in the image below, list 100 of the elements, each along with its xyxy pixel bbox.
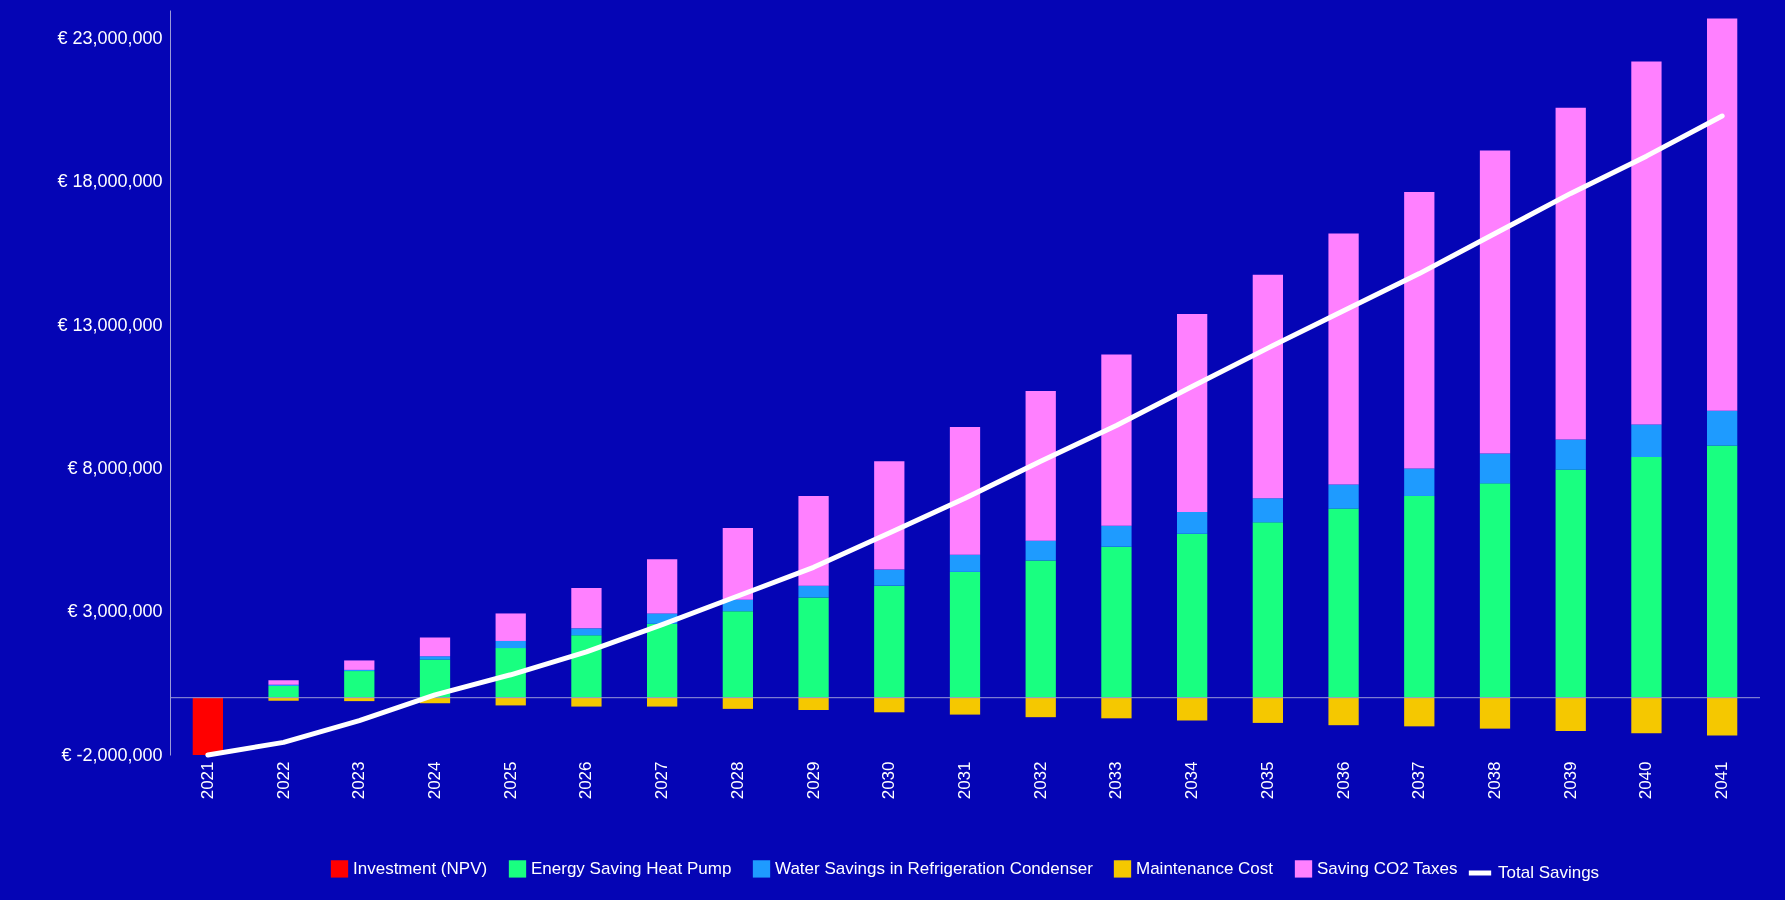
bar [1252, 522, 1283, 698]
bar [1177, 512, 1208, 534]
bar [798, 585, 829, 598]
x-tick-label: 2041 [1712, 761, 1732, 800]
bar [1252, 697, 1283, 723]
bar [1101, 354, 1132, 526]
bar [1555, 107, 1586, 440]
x-tick-label: 2025 [500, 761, 520, 800]
bar [949, 554, 981, 572]
bar [1328, 233, 1359, 485]
bar [1025, 391, 1056, 541]
bar [874, 697, 905, 713]
y-tick-label: € 3,000,000 [67, 601, 163, 622]
x-tick-label: 2030 [879, 761, 899, 800]
bar [1177, 697, 1208, 721]
bar [798, 697, 829, 711]
x-tick-label: 2021 [197, 761, 217, 800]
y-tick-label: € 13,000,000 [57, 314, 163, 335]
x-tick-label: 2035 [1257, 761, 1277, 800]
x-tick-label: 2040 [1636, 761, 1656, 800]
x-tick-label: 2033 [1106, 761, 1126, 800]
bar [722, 611, 753, 698]
bar [1479, 697, 1511, 729]
y-tick-label: € 18,000,000 [57, 171, 163, 192]
x-tick-label: 2022 [273, 761, 293, 800]
bar [1025, 560, 1056, 698]
bar [1631, 697, 1662, 734]
legend-label: Energy Saving Heat Pump [531, 858, 732, 878]
x-tick-label: 2034 [1182, 761, 1202, 800]
x-tick-label: 2029 [803, 761, 823, 800]
bar [1177, 314, 1208, 513]
bar [949, 697, 981, 715]
bar [495, 640, 526, 649]
bar [1707, 18, 1738, 411]
bar [647, 559, 678, 614]
bar [874, 461, 905, 570]
bar [268, 685, 299, 698]
bar [1252, 274, 1283, 499]
bar [1404, 191, 1435, 469]
bar [1631, 61, 1662, 425]
bar [1707, 410, 1738, 446]
legend-label: Saving CO2 Taxes [1317, 858, 1458, 878]
bar [1555, 697, 1586, 731]
x-tick-label: 2028 [727, 761, 747, 800]
y-tick-label: € -2,000,000 [61, 744, 163, 765]
bar [647, 623, 678, 698]
bar [571, 628, 602, 636]
bar [647, 697, 678, 707]
x-tick-label: 2026 [576, 761, 596, 800]
legend-label: Maintenance Cost [1136, 858, 1274, 878]
bar [949, 426, 981, 555]
bar [1631, 424, 1662, 457]
bar [344, 660, 375, 670]
bar [268, 680, 299, 685]
bar [1328, 484, 1359, 509]
y-tick-label: € 23,000,000 [57, 28, 163, 49]
legend-label: Water Savings in Refrigeration Condenser [775, 858, 1094, 878]
bar [722, 528, 753, 600]
bar [571, 635, 602, 698]
x-tick-label: 2039 [1560, 761, 1580, 800]
x-tick-label: 2023 [349, 761, 369, 800]
bar [798, 597, 829, 698]
x-tick-label: 2036 [1333, 761, 1353, 800]
bar [1555, 469, 1586, 698]
bar [1404, 468, 1435, 496]
x-tick-label: 2038 [1485, 761, 1504, 800]
bar [1328, 508, 1359, 698]
bar [722, 697, 753, 709]
bar [1404, 697, 1435, 727]
legend-label: Total Savings [1498, 863, 1600, 882]
bar [1707, 697, 1738, 736]
bar [1025, 540, 1056, 561]
bar [1555, 439, 1586, 470]
x-tick-label: 2032 [1030, 761, 1050, 800]
bar [192, 697, 223, 755]
x-tick-label: 2027 [652, 761, 672, 800]
bar [419, 656, 451, 660]
bar [1479, 150, 1511, 454]
bar [1328, 697, 1359, 726]
bar [1025, 697, 1056, 718]
bar [949, 571, 981, 698]
bar [1101, 697, 1132, 719]
bar [874, 585, 905, 698]
bar [1404, 495, 1435, 698]
x-tick-label: 2031 [955, 761, 974, 800]
bar [344, 671, 375, 698]
bar [798, 495, 829, 586]
bar [419, 637, 451, 657]
bar [1479, 483, 1511, 698]
x-tick-label: 2024 [425, 761, 444, 800]
bar [571, 697, 602, 707]
bar [268, 697, 299, 701]
bar [1631, 457, 1662, 698]
legend-label: Investment (NPV) [353, 858, 488, 878]
bar [1479, 453, 1511, 484]
bar [1177, 533, 1208, 698]
y-tick-label: € 8,000,000 [67, 457, 163, 478]
bar [495, 697, 526, 706]
bar [874, 569, 905, 586]
bar [571, 587, 602, 629]
